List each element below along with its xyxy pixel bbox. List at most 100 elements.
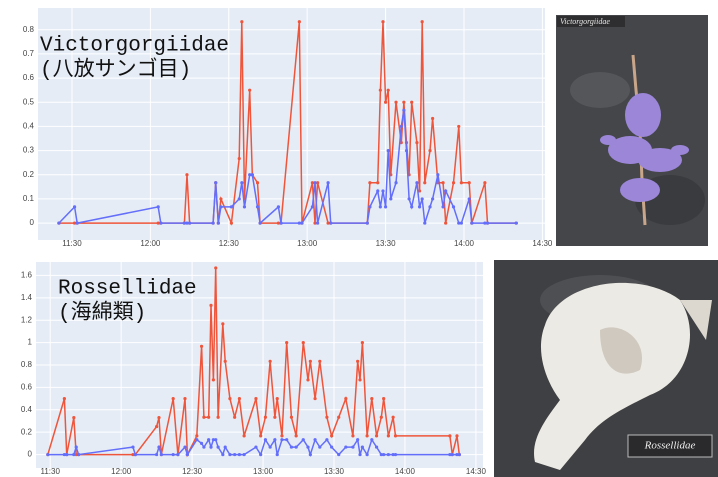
point (214, 181, 217, 184)
point (368, 181, 371, 184)
point (276, 453, 279, 456)
point (228, 453, 231, 456)
point (228, 397, 231, 400)
y-tick-label: 0.3 (23, 146, 35, 155)
point (295, 434, 298, 437)
point (318, 445, 321, 448)
point (134, 453, 137, 456)
point (217, 445, 220, 448)
point (72, 453, 75, 456)
point (387, 149, 390, 152)
point (273, 416, 276, 419)
point (46, 453, 49, 456)
point (392, 416, 395, 419)
point (302, 341, 305, 344)
y-tick-label: 0.4 (21, 405, 33, 414)
point (405, 149, 408, 152)
y-tick-label: 0.6 (23, 73, 35, 82)
point (277, 205, 280, 208)
point (444, 221, 447, 224)
point (155, 425, 158, 428)
point (441, 181, 444, 184)
point (209, 445, 212, 448)
photo: Rossellidae (494, 260, 718, 477)
point (200, 345, 203, 348)
point (259, 221, 262, 224)
point (366, 434, 369, 437)
point (269, 360, 272, 363)
y-tick-label: 0 (30, 218, 35, 227)
point (221, 322, 224, 325)
point (337, 416, 340, 419)
point (457, 125, 460, 128)
point (415, 181, 418, 184)
point (356, 360, 359, 363)
point (431, 197, 434, 200)
point (366, 453, 369, 456)
point (256, 205, 259, 208)
y-tick-label: 1.6 (21, 271, 33, 280)
x-tick-label: 11:30 (40, 467, 60, 476)
x-tick-label: 14:00 (454, 239, 475, 248)
point (379, 89, 382, 92)
point (410, 101, 413, 104)
y-tick-label: 0.2 (21, 427, 33, 436)
point (207, 416, 210, 419)
point (394, 453, 397, 456)
point (421, 20, 424, 23)
point (344, 445, 347, 448)
point (254, 445, 257, 448)
annotation: (海綿類) (58, 301, 146, 326)
x-tick-label: 11:30 (62, 239, 82, 248)
x-tick-label: 14:30 (532, 239, 553, 248)
point (309, 360, 312, 363)
point (458, 453, 461, 456)
y-tick-label: 1.2 (21, 315, 33, 324)
y-tick-label: 0.1 (23, 194, 35, 203)
point (431, 117, 434, 120)
y-tick-label: 0.7 (23, 49, 35, 58)
point (63, 397, 66, 400)
point (172, 453, 175, 456)
point (172, 397, 175, 400)
point (444, 189, 447, 192)
point (337, 453, 340, 456)
photo-caption: Rossellidae (644, 440, 696, 452)
point (77, 453, 80, 456)
point (330, 445, 333, 448)
point (313, 438, 316, 441)
point (394, 181, 397, 184)
point (381, 189, 384, 192)
point (389, 197, 392, 200)
x-tick-label: 13:00 (297, 239, 318, 248)
point (418, 205, 421, 208)
point (157, 416, 160, 419)
point (243, 434, 246, 437)
point (285, 438, 288, 441)
point (330, 434, 333, 437)
point (259, 434, 262, 437)
point (368, 205, 371, 208)
point (387, 434, 390, 437)
point (358, 378, 361, 381)
point (280, 434, 283, 437)
point (230, 221, 233, 224)
point (329, 221, 332, 224)
photo: Victorgorgiidae (556, 15, 708, 246)
point (375, 445, 378, 448)
point (382, 397, 385, 400)
point (394, 101, 397, 104)
point (452, 181, 455, 184)
point (195, 434, 198, 437)
point (290, 416, 293, 419)
point (318, 360, 321, 363)
point (251, 173, 254, 176)
x-tick-label: 13:30 (376, 239, 397, 248)
point (306, 445, 309, 448)
y-tick-label: 0.2 (23, 170, 35, 179)
point (200, 442, 203, 445)
point (366, 221, 369, 224)
point (75, 445, 78, 448)
point (238, 197, 241, 200)
